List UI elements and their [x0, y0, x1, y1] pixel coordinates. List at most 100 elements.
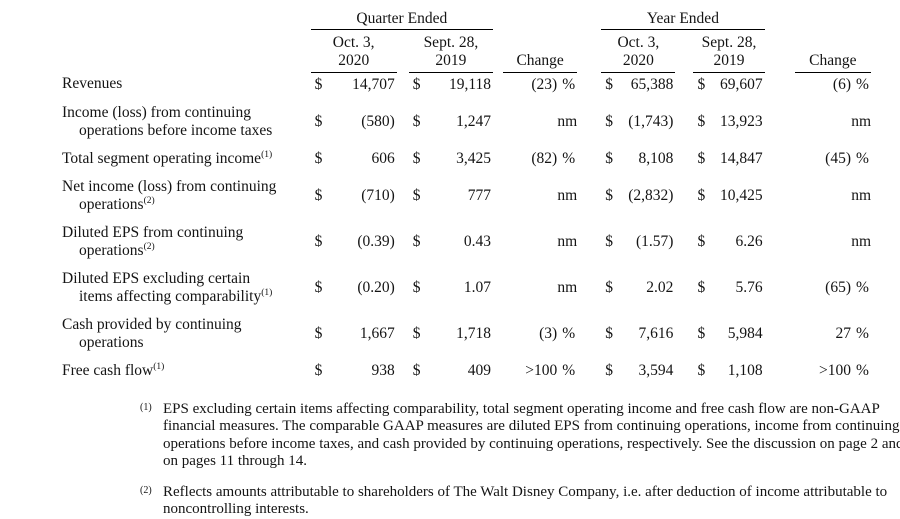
footnote-text: Reflects amounts attributable to shareho… [163, 483, 888, 518]
value-cell: 14,707 [352, 75, 395, 93]
header-col-quarter-2020: Oct. 3, 2020 [310, 29, 397, 73]
footnote-1: (1) EPS excluding certain items affectin… [140, 401, 900, 471]
percent-symbol: % [562, 324, 576, 342]
currency-symbol: $ [697, 186, 706, 204]
value-cell: 1,247 [456, 112, 492, 130]
change-cell: (3)% [503, 313, 577, 359]
table-row-cash-provided: Cash provided by continuing operations $… [62, 313, 871, 359]
value-cell: 0.43 [463, 232, 492, 250]
footnote-marker: (1) [140, 401, 152, 413]
currency-symbol: $ [605, 278, 613, 296]
header-col-quarter-change: Change [503, 29, 578, 73]
header-quarter-ended: Quarter Ended [310, 8, 494, 30]
change-cell: (6)% [795, 72, 871, 101]
header-col-year-2020: Oct. 3, 2020 [601, 29, 676, 73]
footnotes-section: (1) EPS excluding certain items affectin… [140, 401, 900, 519]
footnote-ref: (2) [143, 195, 155, 206]
currency-symbol: $ [697, 361, 706, 379]
value-cell: 13,923 [719, 112, 763, 130]
value-cell: 19,118 [448, 75, 492, 93]
value-cell: 69,607 [719, 75, 763, 93]
currency-symbol: $ [314, 232, 323, 250]
row-label: Diluted EPS excluding certain items affe… [62, 269, 273, 305]
value-cell: 3,425 [456, 149, 492, 167]
table-row-income-before-taxes: Income (loss) from continuing operations… [62, 101, 871, 147]
value-cell: (0.20) [357, 278, 395, 296]
change-cell: nm [557, 186, 578, 204]
currency-symbol: $ [605, 232, 613, 250]
currency-symbol: $ [697, 324, 706, 342]
percent-symbol: % [562, 149, 576, 167]
header-columns-row: Oct. 3, 2020 Sept. 28, 2019 Change Oct. … [62, 29, 871, 73]
row-label: Cash provided by continuing operations [62, 315, 242, 351]
value-cell: 1,108 [727, 361, 763, 379]
currency-symbol: $ [605, 186, 613, 204]
currency-symbol: $ [412, 186, 421, 204]
currency-symbol: $ [697, 112, 706, 130]
row-label: Income (loss) from continuing operations… [62, 103, 273, 139]
change-cell: (82)% [503, 147, 577, 175]
table-row-diluted-eps-excluding: Diluted EPS excluding certain items affe… [62, 267, 871, 313]
value-cell: (710) [361, 186, 395, 204]
footnote-marker: (2) [140, 484, 152, 496]
table-row-segment-operating-income: Total segment operating income(1) $ 606 … [62, 147, 871, 175]
percent-symbol: % [856, 149, 869, 167]
currency-symbol: $ [412, 278, 421, 296]
percent-symbol: % [856, 361, 869, 379]
header-group-row: Quarter Ended Year Ended [62, 8, 871, 30]
value-cell: (580) [361, 112, 395, 130]
percent-symbol: % [562, 75, 576, 93]
footnote-ref: (1) [261, 149, 273, 160]
currency-symbol: $ [412, 232, 421, 250]
currency-symbol: $ [412, 324, 421, 342]
row-label: Total segment operating income(1) [62, 149, 273, 167]
change-cell: nm [851, 186, 871, 204]
header-col-year-change: Change [794, 29, 871, 73]
currency-symbol: $ [697, 75, 706, 93]
table-row-free-cash-flow: Free cash flow(1) $ 938 $ 409 >100% $ 3,… [62, 359, 871, 387]
value-cell: 6.26 [735, 232, 763, 250]
percent-symbol: % [856, 278, 869, 296]
value-cell: (0.39) [357, 232, 395, 250]
percent-symbol: % [856, 75, 869, 93]
value-cell: 65,388 [630, 75, 674, 93]
currency-symbol: $ [412, 149, 421, 167]
value-cell: 10,425 [719, 186, 763, 204]
row-label: Revenues [62, 75, 123, 93]
percent-symbol: % [562, 361, 576, 379]
value-cell: 5.76 [735, 278, 763, 296]
currency-symbol: $ [412, 361, 421, 379]
table-row-net-income: Net income (loss) from continuing operat… [62, 175, 871, 221]
change-cell: (23)% [503, 72, 577, 101]
footnote-ref: (2) [143, 241, 155, 252]
currency-symbol: $ [605, 112, 613, 130]
table-row-diluted-eps: Diluted EPS from continuing operations(2… [62, 221, 871, 267]
value-cell: 5,984 [727, 324, 763, 342]
value-cell: 7,616 [638, 324, 674, 342]
currency-symbol: $ [314, 324, 323, 342]
currency-symbol: $ [412, 112, 421, 130]
value-cell: 1,718 [456, 324, 492, 342]
value-cell: 777 [467, 186, 492, 204]
currency-symbol: $ [412, 75, 421, 93]
currency-symbol: $ [314, 75, 323, 93]
currency-symbol: $ [697, 278, 706, 296]
value-cell: (1.57) [635, 232, 674, 250]
row-label: Diluted EPS from continuing operations(2… [62, 223, 244, 259]
currency-symbol: $ [697, 149, 706, 167]
value-cell: 1.07 [463, 278, 492, 296]
currency-symbol: $ [314, 186, 323, 204]
change-cell: nm [557, 232, 578, 250]
value-cell: 606 [371, 149, 395, 167]
table-row-revenues: Revenues $ 14,707 $ 19,118 (23)% $ 65,38… [62, 72, 871, 101]
value-cell: 409 [467, 361, 492, 379]
currency-symbol: $ [314, 278, 323, 296]
currency-symbol: $ [605, 324, 613, 342]
currency-symbol: $ [605, 75, 613, 93]
currency-symbol: $ [314, 149, 323, 167]
percent-symbol: % [856, 324, 869, 342]
footnote-text: EPS excluding certain items affecting co… [163, 400, 900, 470]
currency-symbol: $ [314, 112, 323, 130]
change-cell: >100% [795, 359, 871, 387]
